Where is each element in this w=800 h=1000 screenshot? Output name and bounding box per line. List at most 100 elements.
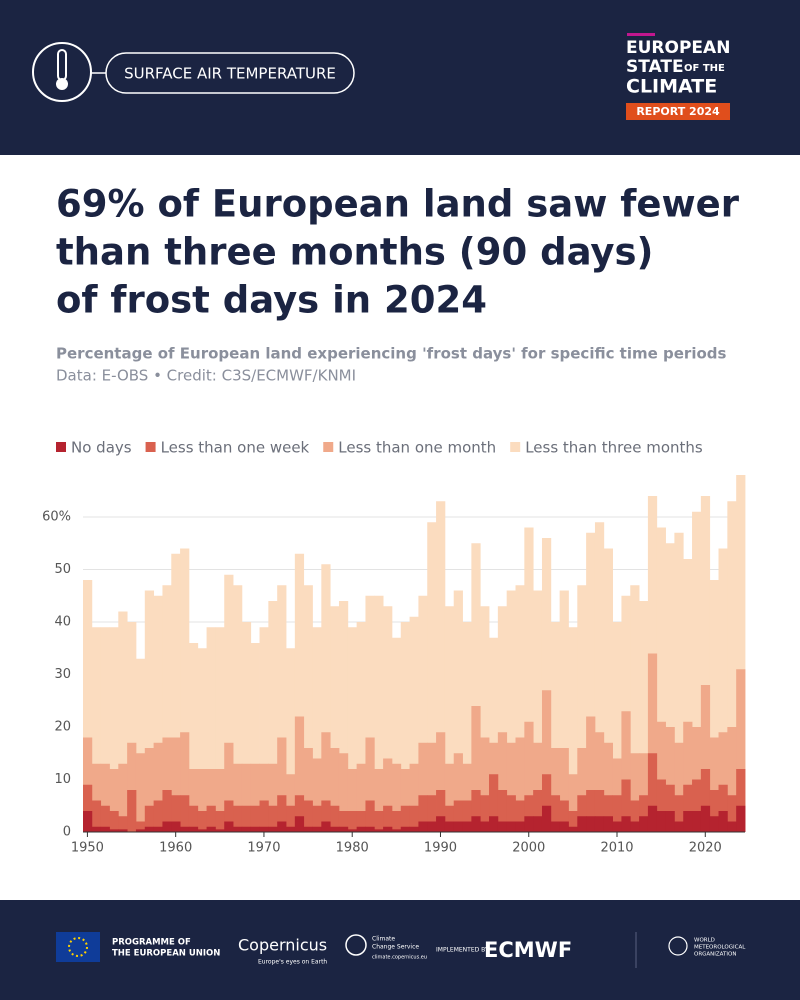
area-step (436, 501, 446, 832)
y-tick-label: 40 (54, 615, 71, 630)
area-step (497, 790, 508, 832)
area-step (533, 816, 543, 832)
y-tick-label: 30 (54, 667, 71, 682)
area-step (603, 742, 613, 832)
area-step (250, 826, 260, 832)
area-step (153, 800, 163, 832)
area-step (224, 800, 234, 832)
x-tick-label: 1990 (424, 841, 457, 856)
area-step (286, 826, 296, 832)
area-step (630, 821, 640, 832)
area-step (692, 511, 702, 832)
area-step (471, 706, 481, 832)
legend-swatch (323, 442, 334, 452)
area-step (541, 774, 552, 832)
area-step (356, 811, 366, 832)
area-step (444, 606, 455, 832)
area-step (277, 585, 287, 832)
area-step (436, 732, 446, 832)
area-step (480, 606, 490, 832)
area-step (391, 811, 402, 832)
area-step (127, 622, 137, 832)
legend-swatch (510, 442, 521, 452)
area-step (524, 816, 534, 832)
area-step (550, 795, 561, 832)
area-step (462, 821, 472, 832)
area-step (118, 816, 128, 832)
area-step (418, 742, 428, 832)
area-step (541, 805, 552, 832)
area-step (233, 826, 243, 832)
area-step (144, 748, 155, 832)
area-step (639, 816, 649, 832)
area-step (312, 627, 322, 832)
area-step (700, 496, 711, 832)
source: Data: E-OBS • Credit: C3S/ECMWF/KNMI (56, 367, 356, 385)
area-step (171, 795, 181, 832)
title: than three months (90 days) (56, 231, 653, 274)
area-step (665, 811, 675, 832)
area-step (100, 805, 110, 832)
area-step (630, 753, 640, 832)
area-step (506, 821, 516, 832)
area-step (356, 763, 366, 832)
area-step (418, 595, 428, 832)
area-step (268, 763, 278, 832)
area-step (215, 829, 225, 832)
area-step (347, 769, 358, 832)
logo-accent (627, 33, 655, 36)
area-step (692, 779, 702, 832)
area-step (100, 627, 110, 832)
area-step (541, 538, 552, 832)
area-step (541, 690, 552, 832)
area-step (321, 800, 331, 832)
area-step (462, 800, 472, 832)
area-step (391, 829, 402, 832)
icon (32, 42, 92, 102)
area-step (91, 627, 102, 832)
area-step (736, 769, 746, 832)
area-step (233, 805, 243, 832)
area-step (374, 811, 384, 832)
area-step (162, 585, 172, 832)
area-step (568, 774, 578, 832)
area-step (727, 795, 737, 832)
area-step (91, 826, 102, 832)
area-step (330, 805, 340, 832)
area-step (109, 829, 119, 832)
area-step (727, 821, 737, 832)
area-step (533, 790, 543, 832)
area-step (303, 585, 313, 832)
area-step (197, 648, 207, 832)
area-step (550, 622, 561, 832)
footer-text: IMPLEMENTED BY (436, 947, 489, 954)
area-step (506, 795, 516, 832)
area-step (118, 763, 128, 832)
legend-label: No days (71, 439, 132, 457)
area-step (259, 800, 269, 832)
area-step (356, 826, 366, 832)
area-step (241, 763, 252, 832)
area-step (427, 821, 437, 832)
area-step (603, 795, 613, 832)
area-step (594, 790, 605, 832)
area-step (533, 742, 543, 832)
area-step (180, 826, 190, 832)
area-step (656, 779, 666, 832)
area-step (709, 816, 719, 832)
footer-text: METEOROLOGICAL (694, 945, 746, 951)
legend-label: Less than three months (525, 439, 703, 457)
area-step (365, 826, 375, 832)
area-step (427, 522, 437, 832)
area-step (241, 805, 252, 832)
report-label: REPORT 2024 (636, 105, 720, 118)
area-step (383, 606, 393, 832)
area-step (453, 821, 463, 832)
area-step (135, 658, 146, 832)
area-step (639, 795, 649, 832)
area-step (277, 821, 287, 832)
area-step (338, 601, 349, 832)
area-step (656, 721, 666, 832)
area-step (153, 742, 163, 832)
area-step (497, 732, 508, 832)
